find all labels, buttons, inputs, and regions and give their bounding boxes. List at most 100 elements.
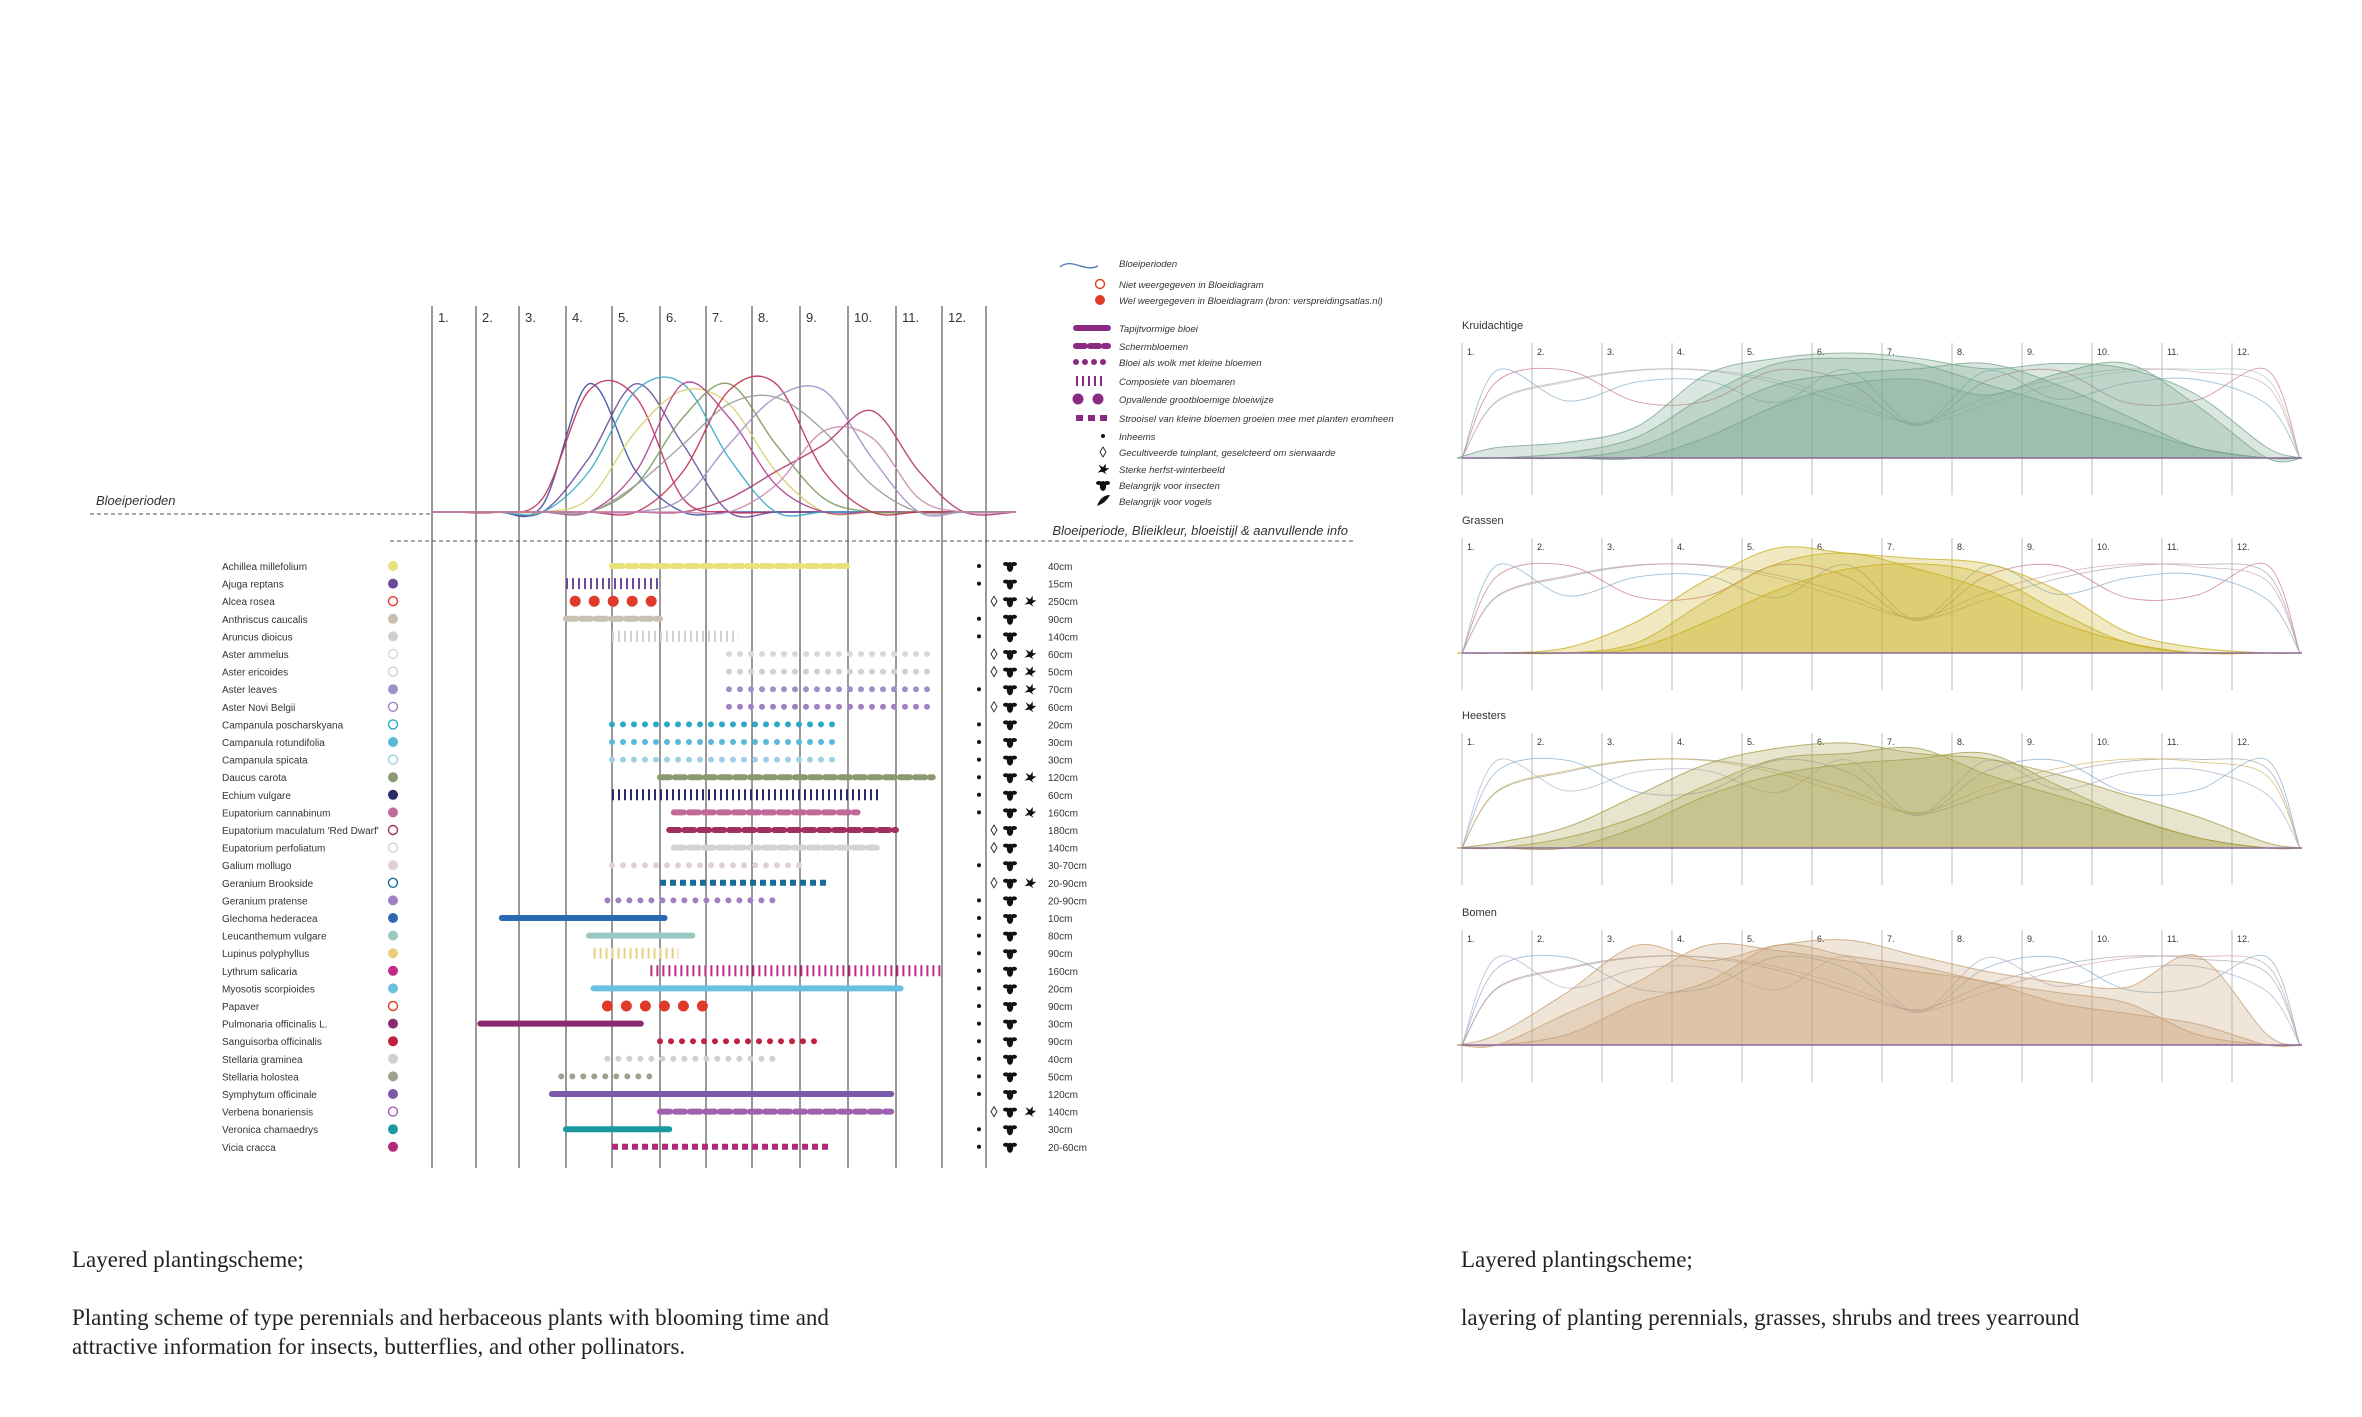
legend-label: Wel weergegeven in Bloeidiagram (bron: v… <box>1119 296 1383 307</box>
table-row: Aster ammelus 60cm <box>222 648 1072 661</box>
month-label: 4. <box>572 310 583 325</box>
bee-wing <box>1003 773 1009 778</box>
bloom-curve <box>431 385 1016 517</box>
table-row: Lythrum salicaria 160cm <box>222 965 1078 978</box>
layer-month-label: 4. <box>1677 542 1685 552</box>
layer-panel: Bomen 1. 2. 3. 4. 5. 6. 7. 8. 9. 10. 11. 12. <box>1456 907 2303 1082</box>
layer-month-label: 2. <box>1537 934 1545 944</box>
layer-month-label: 8. <box>1957 737 1965 747</box>
bee-icon <box>1003 1019 1017 1030</box>
table-header-label: Bloeiperiode, Blieikleur, bloeistijl & a… <box>1052 523 1348 538</box>
layer-month-label: 11. <box>2167 347 2179 357</box>
bee-wing <box>1011 1002 1017 1006</box>
bee-icon <box>1003 773 1017 784</box>
color-ring-marker <box>387 842 399 853</box>
native-dot <box>977 564 981 568</box>
legend-label: Bloei als wolk met kleine bloemen <box>1119 358 1262 369</box>
plant-name: Anthriscus caucalis <box>222 615 308 626</box>
bee-wing <box>1011 685 1017 690</box>
bee-icon <box>1003 632 1017 643</box>
bee-wing <box>1011 773 1017 778</box>
layer-month-label: 11. <box>2167 934 2179 944</box>
native-dot <box>977 634 981 639</box>
bee-wing <box>1011 720 1017 725</box>
plant-name: Aster Novi Belgii <box>222 703 295 714</box>
bee-wing <box>1011 597 1017 602</box>
legend-ring-swatch <box>1094 278 1106 290</box>
bee-wing <box>1003 579 1009 584</box>
plant-height: 20cm <box>1048 720 1072 731</box>
layer-month-label: 5. <box>1747 737 1755 747</box>
color-dot-marker <box>388 578 398 589</box>
layer-month-label: 7. <box>1887 737 1895 747</box>
plant-name: Aruncus dioicus <box>222 632 293 643</box>
leaf-icon <box>1097 463 1110 475</box>
plant-height: 15cm <box>1048 580 1072 591</box>
bee-wing <box>1011 702 1017 707</box>
table-row: Aster ericoides 50cm <box>222 665 1072 679</box>
plant-name: Vicia cracca <box>222 1143 276 1154</box>
bee-icon <box>1003 1054 1017 1065</box>
month-label: 3. <box>525 310 536 325</box>
month-label: 9. <box>806 310 817 325</box>
native-dot <box>977 810 981 815</box>
color-dot-marker <box>388 983 398 994</box>
month-label: 8. <box>758 310 769 325</box>
legend-item: Composiete van bloemaren <box>1076 376 1235 388</box>
layer-month-label: 11. <box>2167 737 2179 747</box>
layer-area <box>1456 357 2303 460</box>
table-row: Ajuga reptans 15cm <box>222 578 1072 591</box>
plant-height: 20-60cm <box>1048 1143 1087 1154</box>
color-dot-marker <box>388 684 398 695</box>
layer-month-label: 10. <box>2097 737 2110 747</box>
plant-height: 90cm <box>1048 1002 1072 1013</box>
layer-month-label: 9. <box>2027 347 2035 357</box>
bee-wing <box>1011 1072 1017 1077</box>
table-row: Pulmonaria officinalis L. 30cm <box>222 1018 1072 1031</box>
bee-icon <box>1003 1072 1017 1083</box>
bloom-curve <box>431 375 1016 516</box>
color-dot-marker <box>388 965 398 976</box>
native-dot <box>977 1127 981 1132</box>
layer-month-label: 9. <box>2027 934 2035 944</box>
plant-height: 30-70cm <box>1048 861 1087 872</box>
bee-wing <box>1011 790 1017 795</box>
plant-height: 10cm <box>1048 914 1072 925</box>
plant-height: 160cm <box>1048 808 1078 819</box>
layer-background-curve <box>1461 368 2301 459</box>
leaf-icon <box>1024 595 1037 607</box>
bee-icon <box>1003 650 1017 660</box>
bloom-curve <box>431 381 1016 516</box>
table-row: Vicia cracca 20-60cm <box>222 1141 1087 1154</box>
table-row: Glechoma hederacea 10cm <box>222 913 1072 925</box>
layer-month-label: 9. <box>2027 737 2035 747</box>
layer-month-label: 12. <box>2237 542 2250 552</box>
layer-area <box>1457 563 2302 655</box>
legend-bird-swatch <box>1097 495 1110 506</box>
bee-icon <box>1003 984 1017 995</box>
layer-background-curve <box>1461 562 2301 654</box>
color-dot-marker <box>388 772 398 783</box>
plant-height: 20-90cm <box>1048 879 1087 890</box>
bee-wing <box>1096 481 1102 485</box>
bee-icon <box>1003 914 1017 924</box>
bee-icon <box>1003 808 1017 819</box>
plant-height: 60cm <box>1048 650 1072 661</box>
bee-wing <box>1011 843 1017 848</box>
bee-wing <box>1011 738 1017 742</box>
color-ring-marker <box>387 648 399 660</box>
color-dot-marker <box>388 1089 398 1099</box>
layer-area <box>1456 939 2303 1046</box>
legend-item: Inheems <box>1101 432 1156 443</box>
legend-item: Schermbloemen <box>1073 342 1188 353</box>
color-dot-marker <box>388 1124 398 1135</box>
native-dot <box>977 616 981 621</box>
plant-height: 30cm <box>1048 1125 1072 1136</box>
table-row: Aster Novi Belgii 60cm <box>222 700 1072 714</box>
plant-name: Eupatorium cannabinum <box>222 808 330 819</box>
bee-wing <box>1011 966 1017 971</box>
bee-wing <box>1011 1054 1017 1059</box>
legend-item: Bloeiperioden <box>1059 259 1177 270</box>
bee-wing <box>1011 949 1017 954</box>
bee-icon <box>1003 1142 1017 1153</box>
